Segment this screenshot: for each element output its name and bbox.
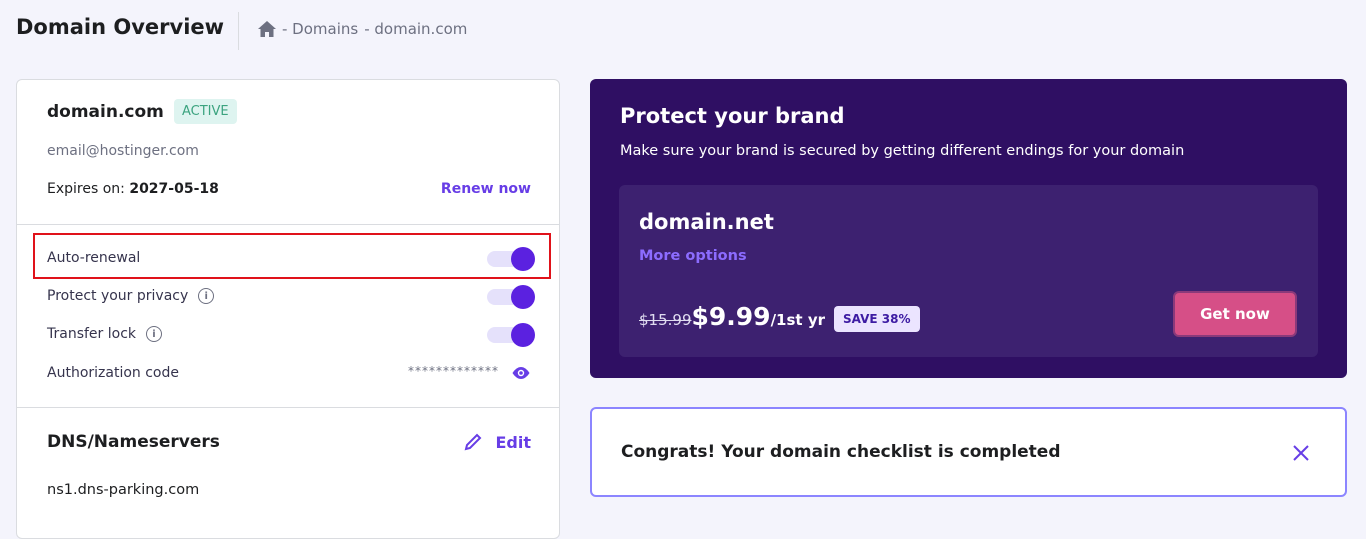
breadcrumb-current: - domain.com [364,20,468,38]
close-icon[interactable] [1292,444,1310,462]
dns-title: DNS/Nameservers [47,432,220,452]
price: $15.99 $9.99 /1st yr [639,302,825,331]
eye-icon[interactable] [511,366,531,380]
get-now-button[interactable]: Get now [1173,291,1297,337]
current-price: $9.99 [691,302,771,331]
info-icon[interactable]: i [146,326,163,342]
transfer-lock-toggle[interactable] [487,323,535,347]
transfer-lock-row: Transfer lock i [47,326,163,342]
home-icon[interactable] [258,21,276,37]
header-divider [238,12,239,50]
auth-code-value: ************* [408,364,499,378]
highlight-box [33,233,551,279]
save-badge: SAVE 38% [834,306,920,332]
auto-renewal-label: Auto-renewal [47,250,141,266]
privacy-toggle[interactable] [487,285,535,309]
info-icon[interactable]: i [198,288,215,304]
privacy-row: Protect your privacy i [47,288,215,304]
page-title: Domain Overview [16,15,225,39]
account-email: email@hostinger.com [47,143,199,159]
old-price: $15.99 [639,311,692,329]
privacy-label: Protect your privacy [47,288,189,304]
nameserver: ns1.dns-parking.com [47,482,200,498]
auto-renewal-toggle[interactable] [487,247,535,271]
divider [17,407,559,408]
promo-card: Protect your brand Make sure your brand … [590,79,1347,378]
edit-button[interactable]: Edit [463,432,531,452]
renew-now-link[interactable]: Renew now [440,181,531,197]
auto-renewal-row: Auto-renewal [47,250,140,266]
domain-name: domain.com [47,102,164,122]
auth-code-row: Authorization code [47,365,179,381]
checklist-banner: Congrats! Your domain checklist is compl… [590,407,1347,497]
expiry-date: Expires on: 2027-05-18 [47,181,219,197]
breadcrumb-domains[interactable]: - Domains [282,20,359,38]
pencil-icon [465,433,482,451]
divider [17,224,559,225]
promo-subtitle: Make sure your brand is secured by getti… [620,143,1185,159]
edit-label: Edit [495,432,531,452]
more-options-link[interactable]: More options [639,248,747,264]
expiry-value: 2027-05-18 [129,181,219,197]
auth-code-label: Authorization code [47,365,179,381]
price-period: /1st yr [770,311,825,329]
breadcrumb: - Domains - domain.com [258,20,467,38]
expiry-label: Expires on: [47,181,125,197]
status-badge: ACTIVE [174,99,237,124]
transfer-lock-label: Transfer lock [47,326,137,342]
promo-title: Protect your brand [620,104,845,128]
checklist-message: Congrats! Your domain checklist is compl… [621,442,1061,462]
domain-card: domain.com ACTIVE email@hostinger.com Ex… [16,79,560,539]
domain-suggestion: domain.net More options $15.99 $9.99 /1s… [619,185,1318,357]
suggested-domain: domain.net [639,210,774,234]
